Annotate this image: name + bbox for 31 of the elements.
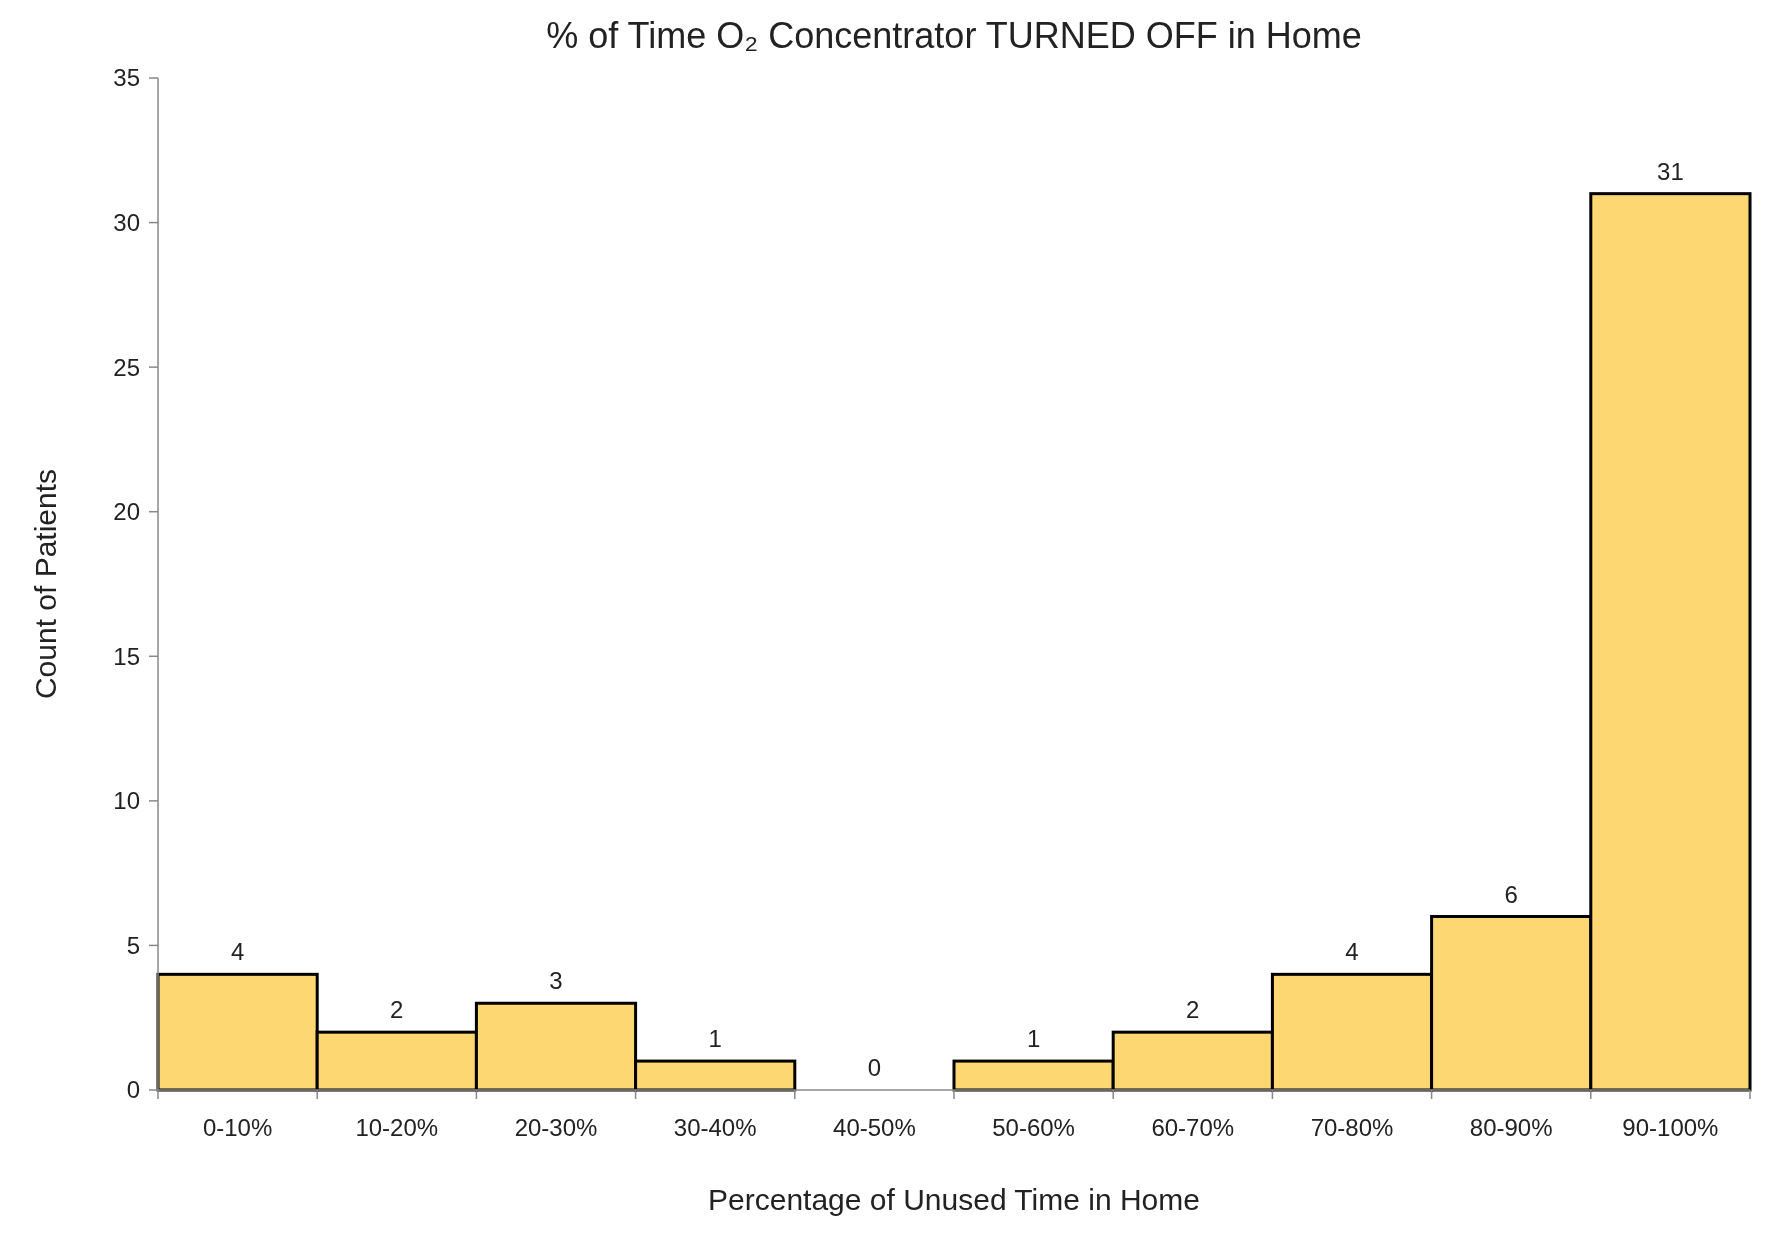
x-tick-label: 70-80% <box>1310 1114 1394 1141</box>
data-label: 3 <box>549 967 563 995</box>
x-tick-label: 30-40% <box>673 1114 757 1141</box>
data-label: 6 <box>1504 880 1518 908</box>
y-tick-label: 10 <box>113 787 140 815</box>
y-tick-label: 0 <box>126 1076 140 1104</box>
data-label: 2 <box>390 996 404 1024</box>
y-tick-label: 5 <box>126 931 140 959</box>
y-tick-label: 30 <box>113 208 140 236</box>
x-tick-label: 80-90% <box>1469 1114 1553 1141</box>
x-tick-label: 10-20% <box>355 1114 439 1141</box>
x-tick-label: 40-50% <box>833 1114 916 1141</box>
chart-title: % of Time O₂ Concentrator TURNED OFF in Home <box>546 15 1362 56</box>
data-label: 1 <box>1026 1025 1041 1053</box>
x-axis-title: Percentage of Unused Time in Home <box>708 1183 1200 1216</box>
x-tick-label: 90-100% <box>1622 1114 1719 1141</box>
y-axis-title: Count of Patients <box>29 468 62 700</box>
data-label: 2 <box>1186 996 1200 1024</box>
data-label: 31 <box>1657 157 1684 185</box>
y-tick-label: 15 <box>113 642 140 670</box>
x-tick-label: 60-70% <box>1151 1114 1235 1141</box>
data-label: 4 <box>230 938 245 966</box>
data-label: 4 <box>1345 938 1359 966</box>
y-tick-label: 35 <box>113 64 140 92</box>
data-label: 0 <box>867 1054 882 1081</box>
y-tick-label: 20 <box>113 498 140 526</box>
data-label: 1 <box>708 1025 722 1053</box>
y-tick-label: 25 <box>113 353 140 381</box>
x-tick-label: 50-60% <box>992 1114 1075 1141</box>
x-tick-label: 20-30% <box>514 1114 598 1141</box>
x-tick-label: 0-10% <box>202 1114 273 1141</box>
